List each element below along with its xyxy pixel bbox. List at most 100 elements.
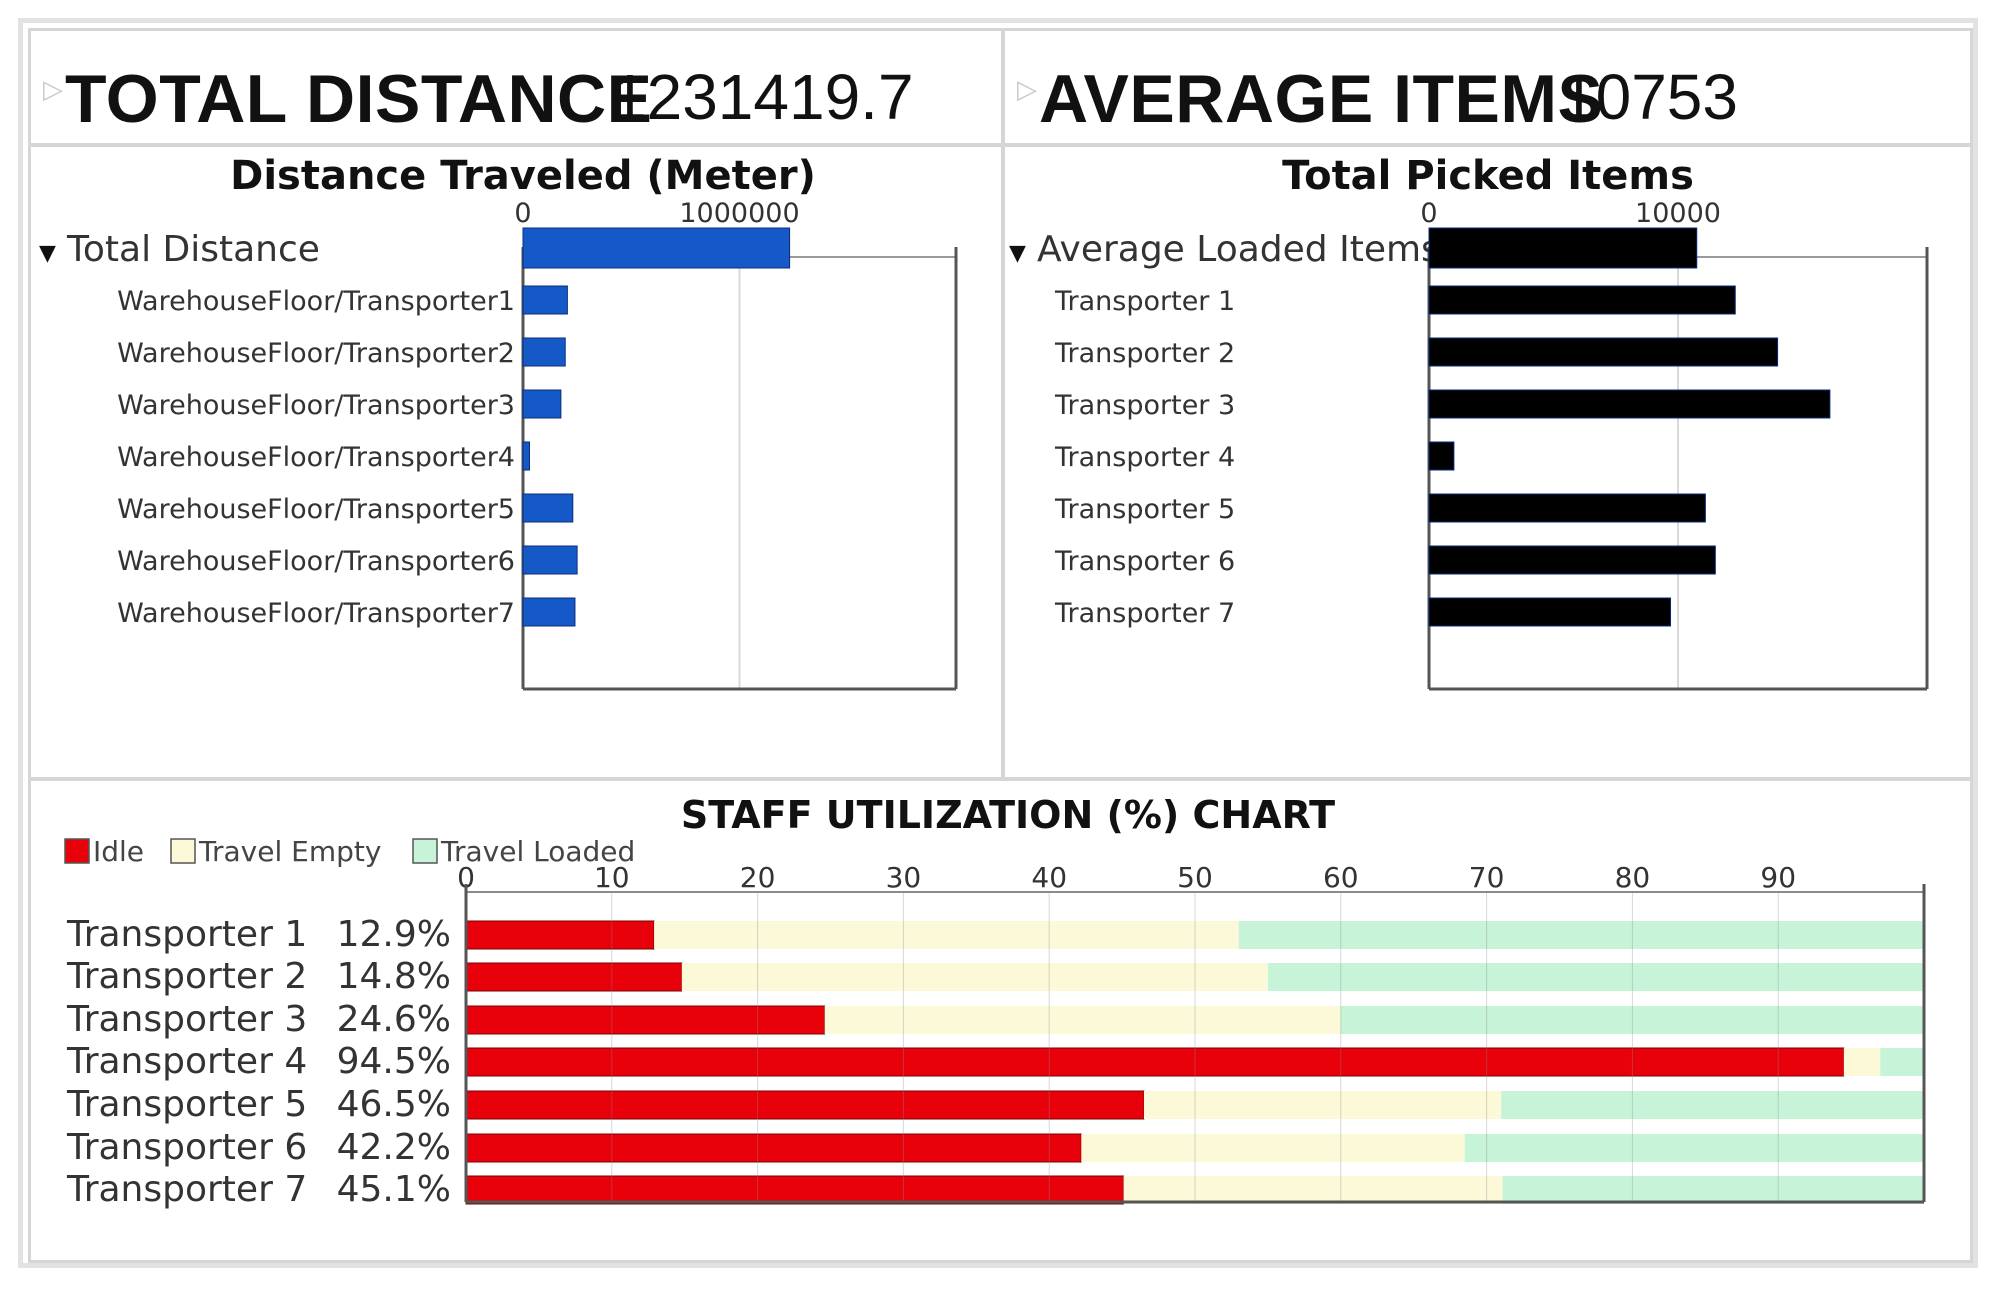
- stacked-bar-segment: [465, 962, 683, 992]
- chart-title: Distance Traveled (Meter): [230, 153, 816, 199]
- stacked-bar-segment: [1267, 963, 1924, 991]
- distance-chart-panel: Distance Traveled (Meter) 0 1000000 ▼ Total …: [28, 144, 1004, 780]
- stacked-bar-segment: [465, 1175, 1125, 1205]
- idle-percent-label: 42.2%: [337, 1127, 451, 1168]
- idle-percent-label: 12.9%: [337, 914, 451, 955]
- dashboard: ▷ TOTAL DISTANCE 1231419.7 ▷ AVERAGE ITE…: [18, 18, 1978, 1268]
- stacked-bar-segment: [1123, 1176, 1503, 1204]
- x-tick-label: 60: [1323, 861, 1359, 894]
- kpi-distance-panel: ▷ TOTAL DISTANCE 1231419.7: [28, 28, 1004, 146]
- stacked-bar-segment: [681, 963, 1268, 991]
- row-label: Transporter 6: [66, 1127, 307, 1168]
- kpi-items-panel: ▷ AVERAGE ITEMS 10753: [1002, 28, 1973, 146]
- category-label: Transporter 2: [1054, 338, 1235, 369]
- bar: [522, 389, 562, 419]
- x-tick-label: 40: [1031, 861, 1067, 894]
- bar: [1428, 441, 1455, 471]
- bar: [1428, 545, 1716, 575]
- category-label: Transporter 6: [1054, 546, 1235, 577]
- stacked-bar-segment: [1502, 1176, 1924, 1204]
- idle-percent-label: 24.6%: [337, 999, 451, 1040]
- kpi-distance-label: TOTAL DISTANCE: [65, 61, 653, 137]
- distance-chart: Distance Traveled (Meter)0 1000000 ▼ Total …: [39, 153, 958, 691]
- category-label: WarehouseFloor/Transporter3: [117, 390, 515, 421]
- items-chart-panel: Total Picked Items 0 10000 ▼ Average Loaded …: [1002, 144, 1973, 780]
- category-label: Transporter 4: [1054, 442, 1235, 473]
- stacked-bar-segment: [1238, 921, 1924, 949]
- legend-label: Idle: [93, 835, 144, 868]
- bar: [1428, 389, 1831, 419]
- category-label: WarehouseFloor/Transporter1: [117, 286, 515, 317]
- expand-arrow-icon[interactable]: ▷: [1017, 75, 1037, 105]
- expand-arrow-icon[interactable]: ▷: [43, 75, 63, 105]
- row-label: Transporter 3: [66, 999, 307, 1040]
- idle-percent-label: 45.1%: [337, 1169, 451, 1210]
- stacked-bar-segment: [465, 1090, 1145, 1120]
- bar: [522, 493, 574, 523]
- category-label: WarehouseFloor/Transporter4: [117, 442, 515, 473]
- stacked-bar-segment: [465, 1047, 1845, 1077]
- category-label: Transporter 1: [1054, 286, 1235, 317]
- category-label: WarehouseFloor/Transporter5: [117, 494, 515, 525]
- total-bar: [522, 227, 791, 269]
- x-tick-label: 10000: [1635, 198, 1721, 229]
- chart-title: Total Picked Items: [1282, 153, 1694, 199]
- category-label: Transporter 5: [1054, 494, 1235, 525]
- x-tick-label: 0: [514, 198, 531, 229]
- kpi-distance-value: 1231419.7: [611, 61, 914, 133]
- category-label: Transporter 7: [1054, 598, 1235, 629]
- total-label: Average Loaded Items: [1037, 229, 1440, 270]
- legend-swatch: [412, 838, 438, 864]
- x-tick-label: 30: [886, 861, 922, 894]
- row-label: Transporter 7: [66, 1169, 307, 1210]
- collapse-arrow-icon: ▼: [1009, 241, 1026, 266]
- utilization-chart: STAFF UTILIZATION (%) CHART Idle Travel Em…: [64, 793, 1926, 1210]
- stacked-bar-segment: [1143, 1091, 1502, 1119]
- bar: [522, 337, 566, 367]
- stacked-bar-segment: [1340, 1006, 1924, 1034]
- row-label: Transporter 1: [66, 914, 307, 955]
- stacked-bar-segment: [824, 1006, 1341, 1034]
- x-tick-label: 70: [1469, 861, 1505, 894]
- category-label: WarehouseFloor/Transporter7: [117, 598, 515, 629]
- stacked-bar-segment: [654, 921, 1239, 949]
- idle-percent-label: 94.5%: [337, 1041, 451, 1082]
- idle-percent-label: 46.5%: [337, 1084, 451, 1125]
- stacked-bar-segment: [465, 920, 655, 950]
- x-tick-label: 80: [1615, 861, 1651, 894]
- stacked-bar-segment: [1501, 1091, 1924, 1119]
- x-tick-label: 0: [1420, 198, 1437, 229]
- bar: [522, 597, 576, 627]
- legend-label: Travel Empty: [198, 835, 381, 868]
- bar: [522, 441, 530, 471]
- x-tick-label: 50: [1177, 861, 1213, 894]
- legend-swatch: [170, 838, 196, 864]
- x-tick-label: 1000000: [679, 198, 799, 229]
- x-tick-label: 20: [740, 861, 776, 894]
- row-label: Transporter 4: [66, 1041, 307, 1082]
- row-label: Transporter 5: [66, 1084, 307, 1125]
- stacked-bar-segment: [1081, 1134, 1465, 1162]
- stacked-bar-segment: [465, 1005, 826, 1035]
- bar: [1428, 285, 1736, 315]
- bar: [522, 285, 568, 315]
- bar: [1428, 493, 1706, 523]
- x-tick-label: 90: [1760, 861, 1796, 894]
- legend-label: Travel Loaded: [440, 835, 635, 868]
- bar: [1428, 597, 1672, 627]
- stacked-bar-segment: [465, 1133, 1082, 1163]
- row-label: Transporter 2: [66, 956, 307, 997]
- idle-percent-label: 14.8%: [337, 956, 451, 997]
- stacked-bar-segment: [1843, 1048, 1881, 1076]
- category-label: Transporter 3: [1054, 390, 1235, 421]
- bar: [1428, 337, 1779, 367]
- bar: [522, 545, 578, 575]
- x-tick-label: 0: [457, 861, 475, 894]
- stacked-bar-segment: [1464, 1134, 1924, 1162]
- chart-title: STAFF UTILIZATION (%) CHART: [681, 793, 1335, 837]
- collapse-arrow-icon: ▼: [39, 241, 56, 266]
- total-bar: [1428, 227, 1698, 269]
- category-label: WarehouseFloor/Transporter2: [117, 338, 515, 369]
- stacked-bar-segment: [1880, 1048, 1924, 1076]
